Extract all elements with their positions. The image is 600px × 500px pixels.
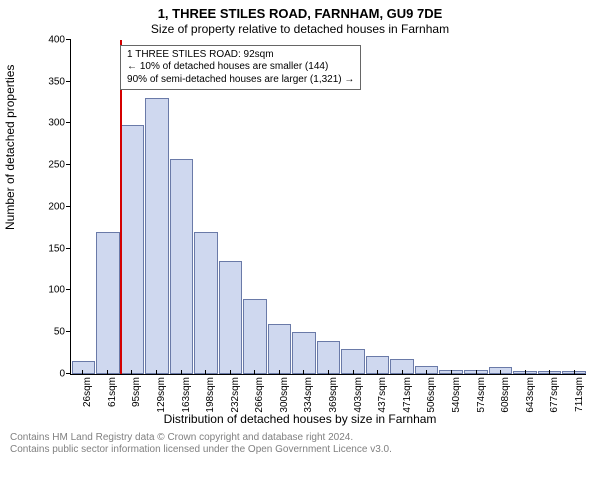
x-tick: 198sqm: [193, 375, 218, 410]
x-tick-label: 95sqm: [131, 377, 142, 407]
bar: [145, 98, 169, 374]
x-tick-label: 643sqm: [525, 377, 536, 413]
x-tick-label: 26sqm: [82, 377, 93, 407]
x-tick-label: 506sqm: [426, 377, 437, 413]
annotation-line: 90% of semi-detached houses are larger (…: [127, 74, 354, 87]
x-tick-label: 232sqm: [230, 377, 241, 413]
x-tick-label: 300sqm: [279, 377, 290, 413]
annotation-box: 1 THREE STILES ROAD: 92sqm← 10% of detac…: [120, 45, 361, 91]
y-tick-label: 50: [54, 327, 71, 338]
x-tick: 61sqm: [95, 375, 120, 410]
annotation-line: ← 10% of detached houses are smaller (14…: [127, 61, 354, 74]
annotation-line: 1 THREE STILES ROAD: 92sqm: [127, 49, 354, 62]
bar: [96, 232, 120, 374]
y-tick-label: 100: [48, 285, 71, 296]
x-tick-label: 471sqm: [402, 377, 413, 413]
x-tick: 163sqm: [168, 375, 193, 410]
y-tick-label: 400: [48, 34, 71, 45]
x-tick: 437sqm: [365, 375, 390, 410]
x-tick: 129sqm: [144, 375, 169, 410]
bar: [317, 341, 341, 374]
bar: [170, 159, 194, 374]
x-tick: 608sqm: [488, 375, 513, 410]
x-tick: 232sqm: [217, 375, 242, 410]
chart-container: 1, THREE STILES ROAD, FARNHAM, GU9 7DE S…: [0, 0, 600, 500]
x-tick: 369sqm: [316, 375, 341, 410]
bar: [219, 261, 243, 374]
x-tick: 95sqm: [119, 375, 144, 410]
x-tick: 266sqm: [242, 375, 267, 410]
y-tick-label: 200: [48, 201, 71, 212]
x-tick-label: 369sqm: [328, 377, 339, 413]
x-tick: 334sqm: [291, 375, 316, 410]
y-tick-label: 250: [48, 160, 71, 171]
x-tick-label: 163sqm: [181, 377, 192, 413]
x-tick: 711sqm: [562, 375, 587, 410]
bar: [243, 299, 267, 374]
x-tick-label: 334sqm: [303, 377, 314, 413]
x-tick-label: 711sqm: [574, 377, 585, 412]
x-tick: 643sqm: [512, 375, 537, 410]
x-tick: 540sqm: [439, 375, 464, 410]
x-ticks: 26sqm 61sqm 95sqm 129sqm 163sqm 198sqm 232sqm 2…: [70, 375, 586, 410]
chart-title: 1, THREE STILES ROAD, FARNHAM, GU9 7DE: [0, 0, 600, 22]
x-tick: 300sqm: [267, 375, 292, 410]
x-tick-label: 574sqm: [476, 377, 487, 413]
chart-area: 050100150200250300350400 1 THREE STILES …: [70, 40, 586, 410]
bar: [292, 332, 316, 374]
chart-subtitle: Size of property relative to detached ho…: [0, 22, 600, 40]
x-tick-label: 61sqm: [107, 377, 118, 407]
footer-attribution: Contains HM Land Registry data © Crown c…: [0, 426, 600, 457]
x-tick-label: 403sqm: [353, 377, 364, 413]
x-tick: 677sqm: [537, 375, 562, 410]
y-axis-label: Number of detached properties: [3, 65, 17, 230]
x-tick: 574sqm: [463, 375, 488, 410]
x-tick-label: 129sqm: [156, 377, 167, 413]
bar: [194, 232, 218, 374]
x-tick-label: 198sqm: [205, 377, 216, 413]
bar: [268, 324, 292, 374]
x-tick-label: 608sqm: [500, 377, 511, 413]
plot-area: 050100150200250300350400 1 THREE STILES …: [70, 40, 586, 375]
x-tick-label: 437sqm: [377, 377, 388, 413]
x-tick: 471sqm: [390, 375, 415, 410]
x-tick: 26sqm: [70, 375, 95, 410]
bar: [121, 125, 145, 374]
y-tick-label: 150: [48, 243, 71, 254]
y-tick-label: 350: [48, 76, 71, 87]
x-tick-label: 540sqm: [451, 377, 462, 413]
footer-line-1: Contains HM Land Registry data © Crown c…: [10, 432, 590, 445]
footer-line-2: Contains public sector information licen…: [10, 444, 590, 457]
x-tick-label: 677sqm: [549, 377, 560, 413]
x-tick: 403sqm: [340, 375, 365, 410]
x-tick: 506sqm: [414, 375, 439, 410]
x-tick-label: 266sqm: [254, 377, 265, 413]
y-tick-label: 300: [48, 118, 71, 129]
